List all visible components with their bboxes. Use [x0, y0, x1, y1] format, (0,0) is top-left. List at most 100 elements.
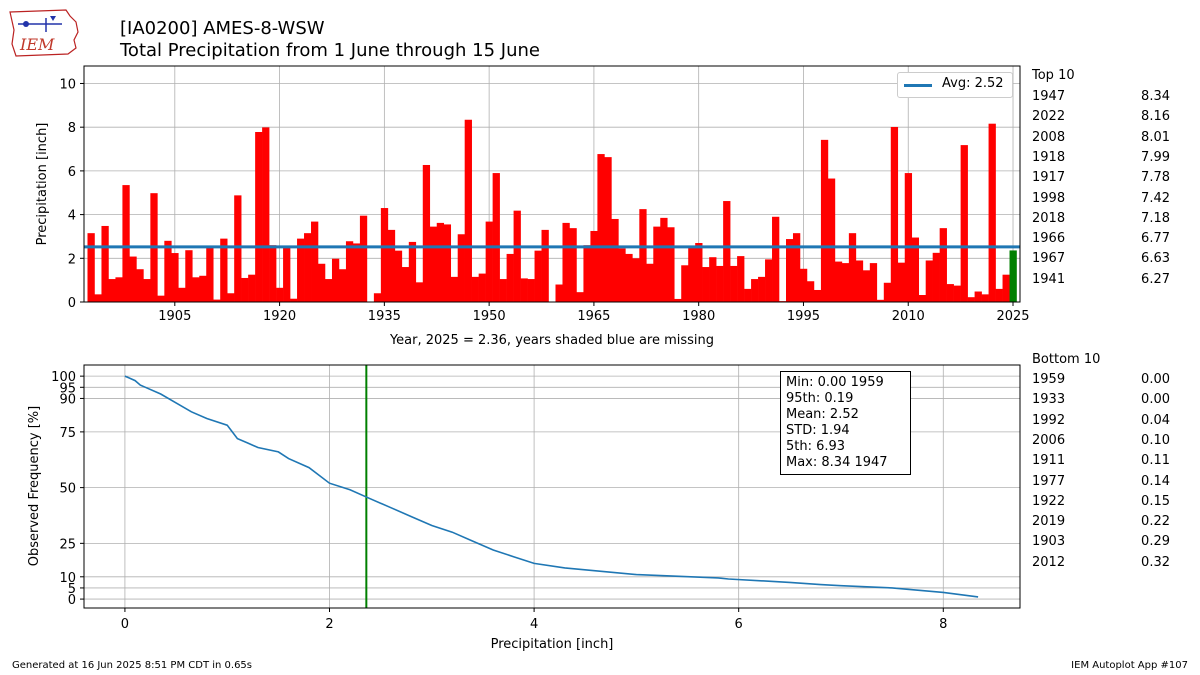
bar-1991 [772, 216, 780, 302]
bottom10-year: 1992 [1032, 412, 1066, 428]
bar-1998 [820, 139, 829, 302]
legend-line-swatch [904, 84, 932, 87]
bar-2012 [918, 295, 927, 302]
bar-1973 [646, 263, 654, 302]
y-tick-label: 95 [59, 381, 76, 396]
bar-1952 [499, 279, 507, 302]
top10-year: 1998 [1032, 190, 1066, 206]
bottom-chart-grid [84, 365, 1020, 608]
bar-1900 [136, 269, 144, 302]
bar-1945 [450, 276, 459, 302]
bar-1971 [632, 258, 640, 302]
bar-1906 [178, 287, 186, 302]
bottom-chart-ylabel: Observed Frequency [%] [27, 406, 42, 566]
y-tick-label: 6 [68, 165, 76, 180]
top10-value: 8.01 [1141, 129, 1170, 145]
bottom10-value: 0.15 [1141, 493, 1170, 509]
bar-1939 [408, 241, 417, 302]
bar-1930 [345, 241, 354, 302]
bar-2009 [897, 262, 906, 302]
bar-1968 [611, 218, 619, 302]
bar-1928 [331, 258, 340, 302]
bar-1916 [248, 274, 256, 302]
cdf-series-line [124, 375, 979, 598]
bar-1938 [401, 267, 410, 302]
bar-1985 [730, 265, 738, 302]
bar-1898 [122, 185, 130, 302]
bar-1994 [792, 233, 801, 302]
bar-1969 [618, 248, 626, 302]
bar-2017 [953, 285, 961, 302]
bar-1917 [255, 131, 263, 302]
top10-year: 1966 [1032, 231, 1066, 247]
bottom-chart-frame [83, 364, 1021, 609]
bar-1982 [709, 257, 717, 302]
bar-1897 [115, 277, 123, 302]
bar-1919 [269, 245, 277, 302]
bar-1936 [387, 229, 396, 302]
y-tick-label: 5 [68, 582, 76, 597]
bar-1932 [359, 215, 368, 302]
bottom10-value: 0.29 [1141, 534, 1170, 550]
bar-1996 [806, 281, 815, 302]
bar-1961 [562, 222, 570, 302]
bar-1940 [415, 282, 424, 302]
bar-2013 [925, 260, 933, 302]
bar-2003 [855, 260, 864, 302]
bar-1895 [101, 225, 109, 302]
bar-1987 [744, 288, 752, 302]
bottom10-value: 0.32 [1141, 554, 1170, 570]
y-tick-label: 100 [51, 370, 76, 385]
bar-1915 [241, 277, 249, 302]
bottom10-value: 0.10 [1141, 432, 1170, 448]
bar-1912 [220, 238, 228, 302]
bar-1997 [813, 289, 822, 302]
bar-1984 [723, 201, 731, 302]
top-chart-bars [87, 119, 1017, 302]
bar-1990 [765, 259, 773, 302]
top10-value: 6.63 [1141, 251, 1170, 267]
bar-1944 [443, 224, 452, 302]
chart-title: [IA0200] AMES-8-WSW [120, 18, 325, 39]
bar-2016 [946, 284, 954, 302]
top-chart-axes: 1905 1920 1935 1950 1965 1980 1995 2010 2025 0 2 4 6… [35, 65, 1030, 348]
top-chart-frame [83, 65, 1021, 303]
y-tick-label: 0 [68, 593, 76, 608]
stat-mean: Mean: 2.52 [786, 407, 859, 422]
stat-min: Min: 0.00 1959 [786, 375, 884, 390]
top10-year: 1947 [1032, 89, 1066, 104]
bar-1979 [688, 247, 696, 302]
bar-1924 [304, 233, 312, 302]
bar-2014 [932, 252, 940, 302]
bar-1896 [108, 279, 116, 302]
top10-value: 7.18 [1141, 210, 1170, 226]
x-tick-label: 2010 [892, 309, 925, 324]
bottom10-value: 0.04 [1141, 412, 1170, 428]
bottom10-year: 1933 [1032, 392, 1066, 408]
bar-1918 [262, 127, 270, 302]
x-tick-label: 1905 [158, 309, 191, 324]
bar-1988 [751, 279, 759, 302]
bar-1899 [129, 256, 137, 302]
bar-2020 [974, 291, 982, 302]
bar-1934 [373, 293, 382, 302]
y-tick-label: 4 [68, 209, 76, 224]
bar-1926 [318, 263, 326, 302]
bar-1966 [597, 154, 605, 302]
x-tick-label: 2 [325, 617, 333, 632]
bottom10-year: 1959 [1032, 372, 1066, 387]
bar-1962 [569, 228, 577, 302]
bar-1911 [213, 299, 221, 302]
bottom10-value: 0.11 [1141, 453, 1170, 469]
bottom10-value: 0.14 [1141, 473, 1170, 489]
bar-1958 [541, 229, 549, 302]
x-tick-label: 1920 [263, 309, 296, 324]
stat-95th: 95th: 0.19 [786, 391, 854, 406]
bottom-chart-xlabel: Precipitation [inch] [491, 637, 614, 652]
bar-1960 [555, 284, 563, 302]
statistics-box: Min: 0.00 1959 95th: 0.19 Mean: 2.52 STD… [780, 371, 911, 475]
bottom10-year: 2012 [1032, 554, 1066, 570]
bar-1948 [471, 276, 479, 302]
